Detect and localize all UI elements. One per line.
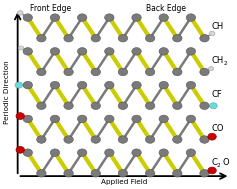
Circle shape <box>23 115 32 123</box>
Circle shape <box>200 102 209 109</box>
Circle shape <box>186 149 196 156</box>
Circle shape <box>77 48 87 55</box>
Text: Back Edge: Back Edge <box>146 4 186 12</box>
Circle shape <box>37 170 46 177</box>
Circle shape <box>208 167 216 174</box>
Circle shape <box>105 14 114 21</box>
Text: Front Edge: Front Edge <box>30 4 71 12</box>
Text: CO: CO <box>212 124 224 133</box>
Circle shape <box>200 136 209 143</box>
Circle shape <box>159 149 169 156</box>
Circle shape <box>64 170 73 177</box>
Circle shape <box>23 149 32 156</box>
Circle shape <box>16 113 24 119</box>
Text: 2: 2 <box>224 61 228 66</box>
Circle shape <box>91 68 100 76</box>
Circle shape <box>23 81 32 89</box>
Circle shape <box>118 34 128 42</box>
Circle shape <box>118 136 128 143</box>
Circle shape <box>159 48 169 55</box>
Circle shape <box>186 48 196 55</box>
Circle shape <box>64 68 73 76</box>
Circle shape <box>118 170 128 177</box>
Circle shape <box>209 31 215 36</box>
Circle shape <box>200 34 209 42</box>
Text: CH: CH <box>212 56 224 65</box>
Text: C: C <box>212 158 217 167</box>
Circle shape <box>209 67 214 71</box>
Text: 2: 2 <box>217 163 220 168</box>
Circle shape <box>15 82 23 88</box>
Circle shape <box>159 81 169 89</box>
Circle shape <box>173 68 182 76</box>
Circle shape <box>173 34 182 42</box>
Circle shape <box>132 14 141 21</box>
Circle shape <box>37 102 46 109</box>
Circle shape <box>77 14 87 21</box>
Circle shape <box>208 133 216 140</box>
Circle shape <box>210 103 217 109</box>
Circle shape <box>91 102 100 109</box>
Circle shape <box>77 149 87 156</box>
Circle shape <box>23 48 32 55</box>
Circle shape <box>23 14 32 21</box>
Circle shape <box>146 102 155 109</box>
Circle shape <box>64 102 73 109</box>
Circle shape <box>91 136 100 143</box>
Circle shape <box>77 81 87 89</box>
Circle shape <box>132 149 141 156</box>
Circle shape <box>50 149 60 156</box>
Circle shape <box>186 14 196 21</box>
Circle shape <box>105 81 114 89</box>
Circle shape <box>64 136 73 143</box>
Circle shape <box>64 34 73 42</box>
Circle shape <box>146 170 155 177</box>
Circle shape <box>200 170 209 177</box>
Circle shape <box>132 81 141 89</box>
Circle shape <box>105 115 114 123</box>
Circle shape <box>186 115 196 123</box>
Text: Applied Field: Applied Field <box>101 180 148 185</box>
Text: CH: CH <box>212 22 224 31</box>
Circle shape <box>50 48 60 55</box>
Circle shape <box>186 81 196 89</box>
Text: CF: CF <box>212 90 222 99</box>
Circle shape <box>146 136 155 143</box>
Circle shape <box>91 170 100 177</box>
Circle shape <box>105 149 114 156</box>
Circle shape <box>16 146 24 153</box>
Circle shape <box>173 136 182 143</box>
Circle shape <box>118 102 128 109</box>
Circle shape <box>18 11 23 15</box>
Text: Periodic Direction: Periodic Direction <box>4 61 9 124</box>
Circle shape <box>77 115 87 123</box>
Circle shape <box>19 46 24 50</box>
Circle shape <box>132 115 141 123</box>
Circle shape <box>200 68 209 76</box>
Circle shape <box>132 48 141 55</box>
Circle shape <box>50 115 60 123</box>
Circle shape <box>159 115 169 123</box>
Circle shape <box>146 68 155 76</box>
Circle shape <box>146 34 155 42</box>
Circle shape <box>37 68 46 76</box>
Circle shape <box>118 68 128 76</box>
Circle shape <box>105 48 114 55</box>
Circle shape <box>37 34 46 42</box>
Circle shape <box>91 34 100 42</box>
Circle shape <box>50 14 60 21</box>
Circle shape <box>159 14 169 21</box>
Text: O: O <box>222 158 229 167</box>
Circle shape <box>50 81 60 89</box>
Circle shape <box>173 170 182 177</box>
Circle shape <box>173 102 182 109</box>
Circle shape <box>37 136 46 143</box>
